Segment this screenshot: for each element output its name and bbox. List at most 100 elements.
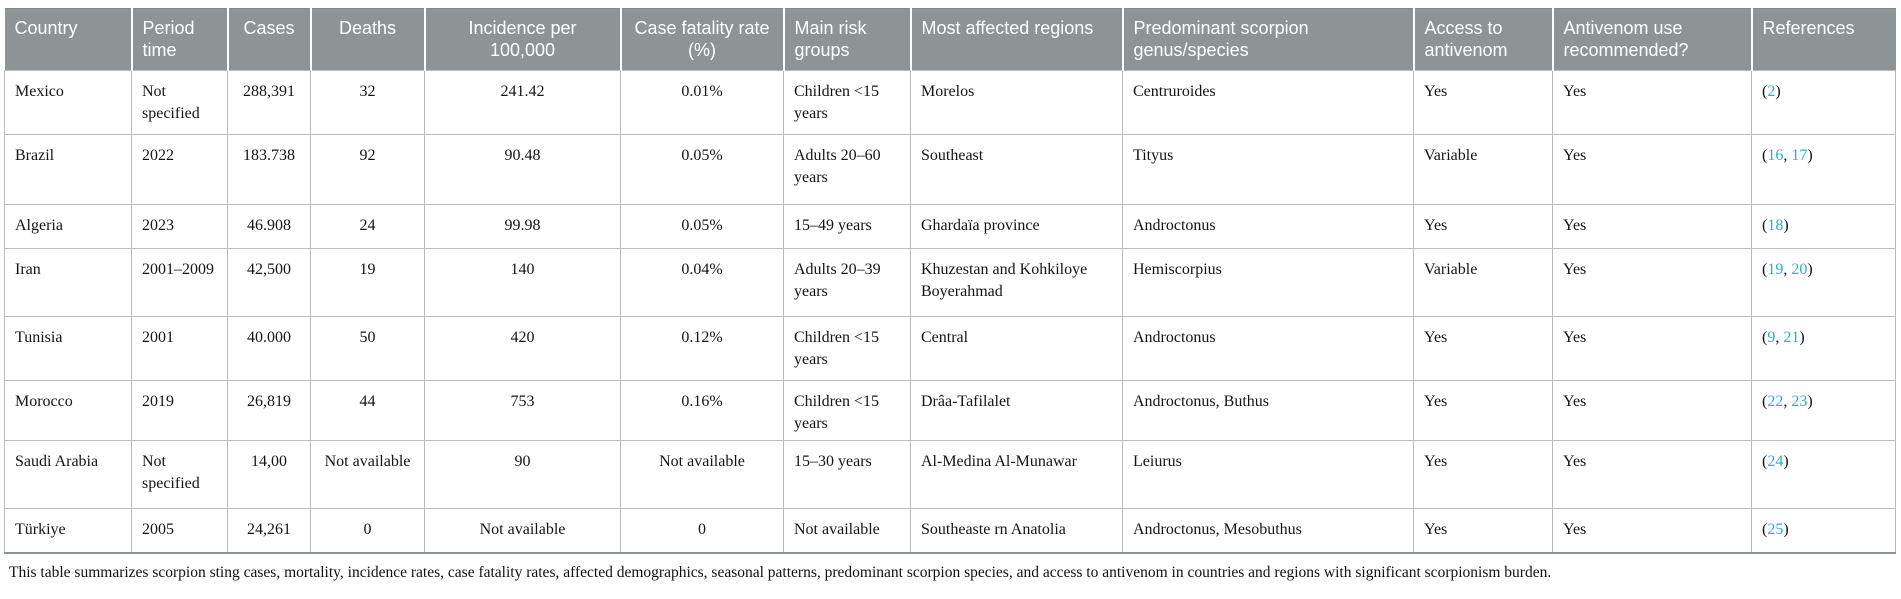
cell-cases: 288,391 <box>227 70 311 135</box>
table-row-brazil: Brazil 2022 183.738 92 90.48 0.05% Adult… <box>4 134 1896 205</box>
reference-link[interactable]: 16 <box>1767 147 1784 164</box>
table-body: Mexico Not specified 288,391 32 241.42 0… <box>4 70 1896 554</box>
cell-country: Morocco <box>4 379 132 442</box>
cell-country: Iran <box>4 248 132 317</box>
ref-paren: ( <box>1762 393 1768 410</box>
ref-paren: ) <box>1807 393 1813 410</box>
reference-link[interactable]: 9 <box>1767 329 1776 346</box>
cell-references: (18) <box>1751 204 1896 249</box>
reference-link[interactable]: 18 <box>1767 217 1784 234</box>
cell-antivenom-recommended: Yes <box>1552 316 1752 381</box>
cell-predominant-genus: Leiurus <box>1122 440 1414 510</box>
cell-incidence: 90 <box>424 440 621 510</box>
cell-country: Türkiye <box>4 508 132 554</box>
reference-link[interactable]: 2 <box>1767 83 1776 100</box>
cell-access-to-antivenom: Yes <box>1413 316 1553 381</box>
cell-references: (25) <box>1751 508 1896 554</box>
cell-case-fatality-rate: Not available <box>620 440 784 510</box>
cell-main-risk-groups: Children <15 years <box>783 70 911 135</box>
cell-case-fatality-rate: 0.04% <box>620 248 784 317</box>
cell-antivenom-recommended: Yes <box>1552 248 1752 317</box>
col-header-main-risk-groups: Main risk groups <box>782 8 911 71</box>
table-header: Country Period time Cases Deaths Inciden… <box>4 8 1896 71</box>
ref-paren: ( <box>1762 83 1768 100</box>
cell-predominant-genus: Androctonus <box>1122 204 1414 249</box>
ref-paren: ) <box>1783 217 1789 234</box>
cell-most-affected-regions: Southeaste rn Anatolia <box>910 508 1123 554</box>
ref-paren: ( <box>1762 217 1768 234</box>
ref-paren: ) <box>1775 83 1781 100</box>
cell-deaths: 32 <box>310 70 425 135</box>
cell-access-to-antivenom: Variable <box>1413 134 1553 205</box>
scorpionism-summary-table: Country Period time Cases Deaths Inciden… <box>4 8 1896 554</box>
table-row-iran: Iran 2001–2009 42,500 19 140 0.04% Adult… <box>4 248 1896 317</box>
cell-deaths: 50 <box>310 316 425 381</box>
reference-link[interactable]: 23 <box>1791 393 1808 410</box>
table-row-saudi-arabia: Saudi Arabia Not specified 14,00 Not ava… <box>4 440 1896 510</box>
ref-paren: ( <box>1762 453 1768 471</box>
ref-separator: , <box>1775 329 1784 346</box>
cell-period-time: 2001 <box>131 316 228 381</box>
cell-main-risk-groups: Adults 20–60 years <box>783 134 911 205</box>
cell-most-affected-regions: Central <box>910 316 1123 381</box>
col-header-country: Country <box>4 8 132 71</box>
cell-incidence: 753 <box>424 379 621 442</box>
col-header-access-to-antivenom: Access to antivenom <box>1412 8 1553 71</box>
cell-deaths: Not available <box>310 440 425 510</box>
cell-antivenom-recommended: Yes <box>1552 134 1752 205</box>
cell-references: (24) <box>1751 440 1896 510</box>
cell-incidence: 99.98 <box>424 204 621 249</box>
cell-deaths: 24 <box>310 204 425 249</box>
cell-antivenom-recommended: Yes <box>1552 508 1752 554</box>
cell-references: (22, 23) <box>1751 379 1896 442</box>
reference-link[interactable]: 24 <box>1767 453 1784 471</box>
cell-deaths: 44 <box>310 379 425 442</box>
col-header-references: References <box>1750 8 1896 71</box>
cell-predominant-genus: Centruroides <box>1122 70 1414 135</box>
reference-link[interactable]: 19 <box>1767 261 1784 278</box>
cell-deaths: 0 <box>310 508 425 554</box>
cell-predominant-genus: Tityus <box>1122 134 1414 205</box>
reference-link[interactable]: 20 <box>1791 261 1808 278</box>
cell-incidence: 140 <box>424 248 621 317</box>
cell-access-to-antivenom: Yes <box>1413 508 1553 554</box>
col-header-predominant-genus: Predominant scorpion genus/species <box>1121 8 1414 71</box>
ref-paren: ) <box>1807 261 1813 278</box>
cell-period-time: 2001–2009 <box>131 248 228 317</box>
cell-antivenom-recommended: Yes <box>1552 440 1752 510</box>
col-header-period-time: Period time <box>130 8 228 71</box>
ref-paren: ) <box>1783 521 1789 539</box>
cell-country: Algeria <box>4 204 132 249</box>
ref-paren: ) <box>1783 453 1789 471</box>
col-header-antivenom-recommended: Antivenom use recommended? <box>1551 8 1752 71</box>
ref-paren: ( <box>1762 521 1768 539</box>
cell-access-to-antivenom: Yes <box>1413 440 1553 510</box>
cell-predominant-genus: Androctonus, Buthus <box>1122 379 1414 442</box>
cell-case-fatality-rate: 0.16% <box>620 379 784 442</box>
table-row-mexico: Mexico Not specified 288,391 32 241.42 0… <box>4 70 1896 135</box>
reference-link[interactable]: 17 <box>1791 147 1808 164</box>
reference-link[interactable]: 21 <box>1783 329 1800 346</box>
reference-link[interactable]: 25 <box>1767 521 1784 539</box>
cell-deaths: 19 <box>310 248 425 317</box>
cell-period-time: Not specified <box>131 70 228 135</box>
cell-country: Brazil <box>4 134 132 205</box>
cell-main-risk-groups: Children <15 years <box>783 379 911 442</box>
ref-paren: ( <box>1762 261 1768 278</box>
ref-separator: , <box>1783 261 1792 278</box>
cell-period-time: 2019 <box>131 379 228 442</box>
reference-link[interactable]: 22 <box>1767 393 1784 410</box>
cell-main-risk-groups: Not available <box>783 508 911 554</box>
cell-access-to-antivenom: Yes <box>1413 379 1553 442</box>
ref-separator: , <box>1783 393 1792 410</box>
col-header-deaths: Deaths <box>309 8 425 71</box>
cell-case-fatality-rate: 0.05% <box>620 134 784 205</box>
cell-period-time: 2022 <box>131 134 228 205</box>
cell-references: (19, 20) <box>1751 248 1896 317</box>
cell-incidence: 241.42 <box>424 70 621 135</box>
cell-case-fatality-rate: 0.12% <box>620 316 784 381</box>
cell-deaths: 92 <box>310 134 425 205</box>
cell-main-risk-groups: Children <15 years <box>783 316 911 381</box>
cell-cases: 42,500 <box>227 248 311 317</box>
cell-case-fatality-rate: 0.01% <box>620 70 784 135</box>
